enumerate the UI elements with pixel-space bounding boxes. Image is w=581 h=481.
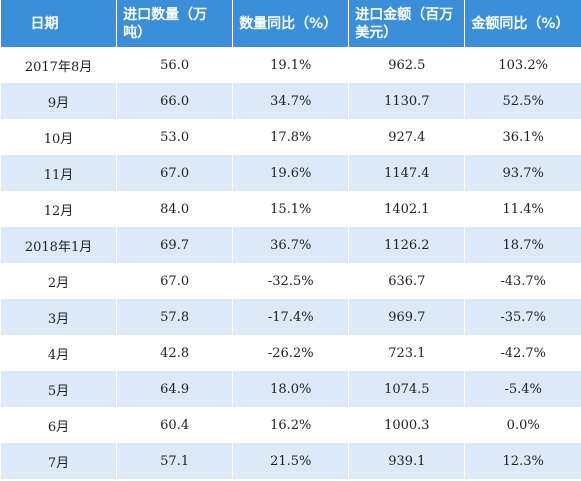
value-cell: 1147.4 [348,155,465,191]
value-cell: 52.5% [464,83,581,119]
table-body: 2017年8月 56.0 19.1% 962.5 103.2% 9月 66.0 34.7% 11… [0,47,581,479]
value-cell: 723.1 [348,335,465,371]
value-cell: 66.0 [116,83,233,119]
value-cell: 12.3% [464,443,581,479]
value-cell: 16.2% [232,407,349,443]
value-cell: 18.7% [464,227,581,263]
table-row: 12月 84.0 15.1% 1402.1 11.4% [0,191,581,227]
value-cell: 1000.3 [348,407,465,443]
value-cell: 17.8% [232,119,349,155]
header-cell: 金额同比（%） [464,0,581,47]
value-cell: 57.8 [116,299,233,335]
value-cell: 67.0 [116,155,233,191]
header-cell: 进口数量（万吨） [116,0,233,47]
table-row: 4月 42.8 -26.2% 723.1 -42.7% [0,335,581,371]
date-cell: 7月 [0,443,117,479]
header-cell: 数量同比（%） [232,0,349,47]
date-cell: 4月 [0,335,117,371]
date-cell: 2017年8月 [0,47,117,83]
value-cell: -42.7% [464,335,581,371]
value-cell: 0.0% [464,407,581,443]
value-cell: 93.7% [464,155,581,191]
value-cell: 636.7 [348,263,465,299]
value-cell: -17.4% [232,299,349,335]
table-row: 9月 66.0 34.7% 1130.7 52.5% [0,83,581,119]
value-cell: 969.7 [348,299,465,335]
date-cell: 9月 [0,83,117,119]
value-cell: 57.1 [116,443,233,479]
value-cell: 1074.5 [348,371,465,407]
value-cell: -5.4% [464,371,581,407]
value-cell: 962.5 [348,47,465,83]
value-cell: 19.1% [232,47,349,83]
table-row: 11月 67.0 19.6% 1147.4 93.7% [0,155,581,191]
value-cell: 1126.2 [348,227,465,263]
date-cell: 2018年1月 [0,227,117,263]
value-cell: 927.4 [348,119,465,155]
value-cell: 53.0 [116,119,233,155]
value-cell: 69.7 [116,227,233,263]
date-cell: 5月 [0,371,117,407]
table-header: 日期 进口数量（万吨） 数量同比（%） 进口金额（百万美元） 金额同比（%） [0,0,581,47]
value-cell: 42.8 [116,335,233,371]
value-cell: 21.5% [232,443,349,479]
date-cell: 12月 [0,191,117,227]
date-cell: 3月 [0,299,117,335]
table-row: 7月 57.1 21.5% 939.1 12.3% [0,443,581,479]
date-cell: 11月 [0,155,117,191]
date-cell: 2月 [0,263,117,299]
table-row: 2月 67.0 -32.5% 636.7 -43.7% [0,263,581,299]
value-cell: 84.0 [116,191,233,227]
value-cell: 103.2% [464,47,581,83]
value-cell: -26.2% [232,335,349,371]
value-cell: 1402.1 [348,191,465,227]
value-cell: 36.7% [232,227,349,263]
value-cell: -35.7% [464,299,581,335]
date-cell: 10月 [0,119,117,155]
value-cell: 19.6% [232,155,349,191]
value-cell: 11.4% [464,191,581,227]
value-cell: 939.1 [348,443,465,479]
value-cell: 60.4 [116,407,233,443]
header-cell: 进口金额（百万美元） [348,0,465,47]
table-row: 2018年1月 69.7 36.7% 1126.2 18.7% [0,227,581,263]
value-cell: -43.7% [464,263,581,299]
date-cell: 6月 [0,407,117,443]
value-cell: 36.1% [464,119,581,155]
header-row: 日期 进口数量（万吨） 数量同比（%） 进口金额（百万美元） 金额同比（%） [0,0,581,47]
table-row: 3月 57.8 -17.4% 969.7 -35.7% [0,299,581,335]
value-cell: 64.9 [116,371,233,407]
value-cell: -32.5% [232,263,349,299]
table-row: 5月 64.9 18.0% 1074.5 -5.4% [0,371,581,407]
header-cell: 日期 [0,0,117,47]
table-row: 10月 53.0 17.8% 927.4 36.1% [0,119,581,155]
value-cell: 34.7% [232,83,349,119]
table-row: 6月 60.4 16.2% 1000.3 0.0% [0,407,581,443]
value-cell: 18.0% [232,371,349,407]
value-cell: 15.1% [232,191,349,227]
table-row: 2017年8月 56.0 19.1% 962.5 103.2% [0,47,581,83]
value-cell: 56.0 [116,47,233,83]
value-cell: 67.0 [116,263,233,299]
value-cell: 1130.7 [348,83,465,119]
